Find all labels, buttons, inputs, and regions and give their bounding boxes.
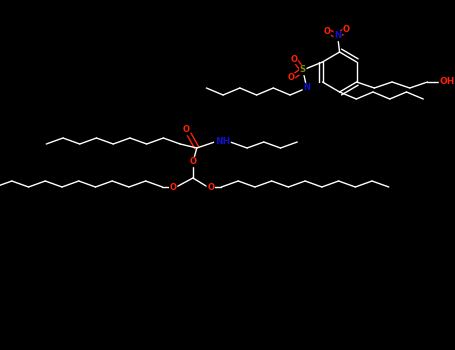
Text: O: O xyxy=(290,55,298,63)
Text: NH: NH xyxy=(215,138,230,147)
Text: O: O xyxy=(182,126,190,134)
Text: N: N xyxy=(334,32,341,41)
Text: S: S xyxy=(300,65,306,75)
Text: O: O xyxy=(343,25,350,34)
Text: O: O xyxy=(170,183,177,192)
Text: OH: OH xyxy=(440,77,455,86)
Text: O: O xyxy=(288,74,294,83)
Text: O: O xyxy=(207,183,214,192)
Text: N: N xyxy=(303,84,310,92)
Text: O: O xyxy=(189,158,197,167)
Text: O: O xyxy=(323,27,330,35)
